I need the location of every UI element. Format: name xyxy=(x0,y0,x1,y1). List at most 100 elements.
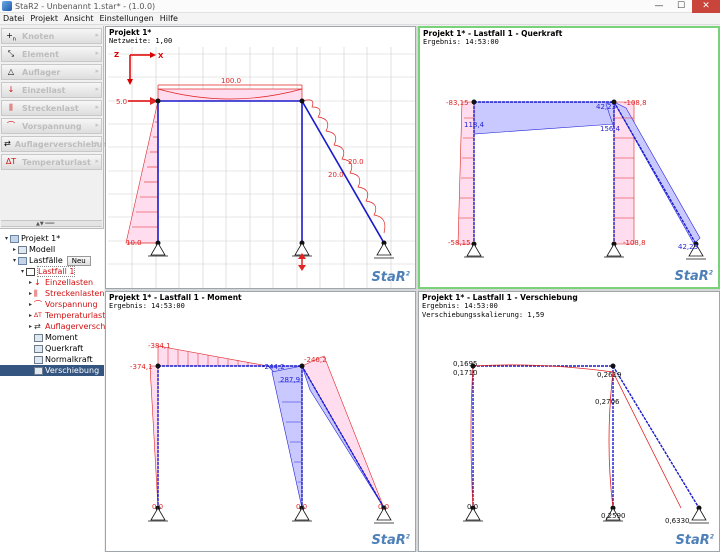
tree-label: Vorspannung xyxy=(45,300,98,309)
scale-label: Verschiebungsskalierung: 1,59 xyxy=(422,311,545,319)
value-label: 0,6330 xyxy=(665,517,690,525)
collapse-icon[interactable]: ▸ xyxy=(28,301,32,308)
left-panel: +n Knoten ▸ ⤡ Element ▸ △ Auflager ▸ ↓ E… xyxy=(0,26,133,552)
shear-view[interactable]: Projekt 1* - Lastfall 1 - Querkraft Erge… xyxy=(418,26,720,289)
tool-auflagerverschiebung[interactable]: ⇄ Auflagerverschiebung ▸ xyxy=(1,136,114,152)
splitter-handle[interactable]: ▲▼ ═══ xyxy=(1,220,102,227)
tree-node-temperaturlasten[interactable]: ▸ ΔT Temperaturlasten xyxy=(27,310,115,321)
tree-node-moment[interactable]: Moment xyxy=(34,332,78,343)
menu-datei[interactable]: Datei xyxy=(3,14,25,23)
tree-node-project[interactable]: ▾ Projekt 1* xyxy=(3,233,60,244)
tree-label: Streckenlasten xyxy=(45,289,105,298)
star-logo: StaR2 xyxy=(674,269,713,284)
displacement-view[interactable]: Projekt 1* - Lastfall 1 - Verschiebung E… xyxy=(418,291,720,552)
checkbox-icon[interactable] xyxy=(26,267,35,276)
tool-label: Einzellast xyxy=(22,85,66,95)
tree-node-querkraft[interactable]: Querkraft xyxy=(34,343,83,354)
tree-label: Querkraft xyxy=(45,344,84,353)
project-icon xyxy=(10,234,19,243)
load-label: 20.0 xyxy=(328,171,344,179)
result-icon xyxy=(34,355,43,364)
value-label: 0,1710 xyxy=(453,369,478,377)
tool-temperaturlast[interactable]: ΔT Temperaturlast ▸ xyxy=(1,154,102,170)
collapse-icon[interactable]: ▸ xyxy=(28,279,32,286)
support-displacement xyxy=(298,253,306,271)
result-icon xyxy=(34,344,43,353)
tree-label: Moment xyxy=(45,333,78,342)
chevron-right-icon: ▸ xyxy=(95,157,99,165)
menu-ansicht[interactable]: Ansicht xyxy=(63,14,94,23)
tool-einzellast[interactable]: ↓ Einzellast ▸ xyxy=(1,82,102,98)
result-time-label: Ergebnis: 14:53:00 xyxy=(422,302,498,310)
maximize-button[interactable]: ☐ xyxy=(676,1,686,11)
collapse-icon[interactable]: ▸ xyxy=(28,312,32,319)
tree-node-normalkraft[interactable]: Normalkraft xyxy=(34,354,93,365)
axis-x-label: X xyxy=(158,52,164,60)
tree-node-auflagerverschiebung[interactable]: ▸ ⇄ Auflagerverschiebung xyxy=(27,321,133,332)
project-tree: ▾ Projekt 1* ▸ Modell ▾ Lastfälle Neu ▾ … xyxy=(0,228,133,552)
collapse-icon[interactable]: ▸ xyxy=(28,290,32,297)
tree-label: Temperaturlasten xyxy=(45,311,116,320)
value-label: 0,0 xyxy=(296,503,307,511)
result-time-label: Ergebnis: 14:53:00 xyxy=(109,302,185,310)
tree-node-streckenlasten[interactable]: ▸ ⫼ Streckenlasten xyxy=(27,288,104,299)
collapse-icon[interactable]: ▸ xyxy=(12,246,16,253)
load-label: 20.0 xyxy=(348,158,364,166)
value-label: -83,15 xyxy=(446,99,469,107)
tool-auflager[interactable]: △ Auflager ▸ xyxy=(1,64,102,80)
menu-projekt[interactable]: Projekt xyxy=(30,14,58,23)
tree-node-einzellasten[interactable]: ▸ ↓ Einzellasten xyxy=(27,277,93,288)
logo-text: StaR xyxy=(675,533,710,548)
deformed-shape xyxy=(470,364,682,509)
tree-node-lastfaelle[interactable]: ▾ Lastfälle Neu xyxy=(11,255,91,266)
menu-einstellungen[interactable]: Einstellungen xyxy=(99,14,154,23)
chevron-right-icon: ▸ xyxy=(95,121,99,129)
tree-node-verschiebung[interactable]: Verschiebung xyxy=(0,365,104,376)
supports xyxy=(148,242,394,259)
value-label: 156,4 xyxy=(600,125,621,133)
shear-fill xyxy=(457,101,701,245)
menu-hilfe[interactable]: Hilfe xyxy=(159,14,178,23)
distributed-load-icon: ⫼ xyxy=(34,288,38,298)
chevron-right-icon: ▸ xyxy=(95,103,99,111)
collapse-icon[interactable]: ▸ xyxy=(28,323,32,330)
point-load-icon: ↓ xyxy=(7,85,15,94)
moment-view[interactable]: Projekt 1* - Lastfall 1 - Moment Ergebni… xyxy=(105,291,416,552)
tree-node-vorspannung[interactable]: ▸ ⌒ Vorspannung xyxy=(27,299,98,310)
expand-icon[interactable]: ▾ xyxy=(20,268,24,275)
logo-text: StaR xyxy=(371,533,406,548)
value-label: -246,2 xyxy=(304,356,327,364)
point-load-icon: ↓ xyxy=(34,278,41,287)
tool-label: Auflagerverschiebung xyxy=(14,139,114,149)
tool-vorspannung[interactable]: ⌒ Vorspannung ▸ xyxy=(1,118,102,134)
expand-icon[interactable]: ▾ xyxy=(4,235,8,242)
tool-knoten[interactable]: +n Knoten ▸ xyxy=(1,28,102,44)
load-label: 10.0 xyxy=(126,239,142,247)
frame xyxy=(157,100,385,244)
tool-element[interactable]: ⤡ Element ▸ xyxy=(1,46,102,62)
minimize-button[interactable]: — xyxy=(654,1,664,11)
new-loadcase-button[interactable]: Neu xyxy=(66,255,91,266)
close-button[interactable]: ✕ xyxy=(692,0,720,13)
tree-label: Auflagerverschiebung xyxy=(45,322,133,331)
star-logo: StaR2 xyxy=(371,270,410,285)
node-icon: +n xyxy=(6,31,16,43)
tool-streckenlast[interactable]: ⫼ Streckenlast ▸ xyxy=(1,100,102,116)
result-icon xyxy=(34,333,43,342)
tree-node-lastfall[interactable]: ▾ Lastfall 1 xyxy=(19,266,76,277)
axis-indicator xyxy=(127,52,156,85)
tool-label: Auflager xyxy=(22,67,61,77)
tree-label: Normalkraft xyxy=(45,355,93,364)
expand-icon[interactable]: ▾ xyxy=(12,257,16,264)
folder-icon xyxy=(18,256,27,265)
value-label: 42,23 xyxy=(596,103,616,111)
model-view[interactable]: Projekt 1* Netzweite: 1,00 xyxy=(105,26,416,289)
load-label: 5.0 xyxy=(116,98,127,106)
tree-node-modell[interactable]: ▸ Modell xyxy=(11,244,55,255)
chevron-right-icon: ▸ xyxy=(95,31,99,39)
tool-label: Streckenlast xyxy=(22,103,79,113)
logo-text: StaR xyxy=(674,269,709,284)
moment-diagram: -384,1 -374,1 -244,2 287,9 -246,2 0,0 0,… xyxy=(130,342,394,524)
tree-label: Lastfall 1 xyxy=(37,266,76,277)
tree-label: Einzellasten xyxy=(45,278,94,287)
